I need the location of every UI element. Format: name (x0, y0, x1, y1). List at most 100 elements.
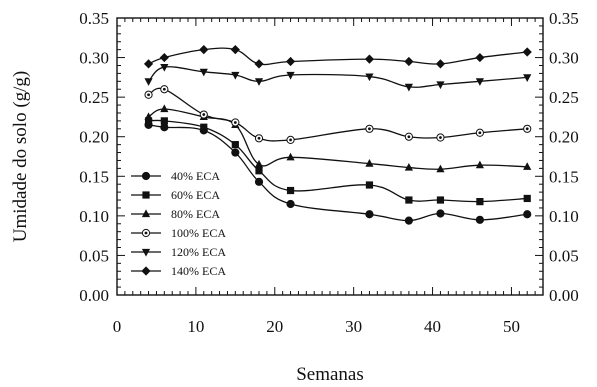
legend-label: 60% ECA (171, 188, 220, 202)
series-1 (144, 120, 532, 225)
data-point (286, 71, 295, 80)
y-tick-label-right: 0.35 (549, 9, 579, 28)
legend-entry: 140% ECA (131, 264, 226, 278)
y-tick-label-right: 0.25 (549, 88, 579, 107)
data-point-dot (202, 113, 206, 116)
x-axis-title: Semanas (296, 364, 364, 385)
y-tick-label-right: 0.20 (549, 128, 579, 147)
series-4 (144, 85, 532, 144)
data-point (159, 52, 169, 63)
data-point (476, 198, 484, 206)
legend-entry: 60% ECA (131, 188, 220, 202)
data-point (404, 216, 413, 225)
legend-marker (141, 248, 151, 257)
data-point-dot (162, 87, 166, 91)
data-point (200, 123, 208, 131)
data-point (160, 123, 169, 132)
data-point-dot (368, 127, 371, 131)
data-point (144, 112, 153, 121)
data-point (143, 59, 154, 69)
y-tick-label-left: 0.35 (79, 9, 109, 28)
data-point (254, 59, 264, 69)
series-6 (143, 45, 532, 69)
data-point (160, 63, 169, 72)
data-point (199, 110, 208, 119)
data-point (436, 196, 445, 204)
data-point (436, 133, 445, 142)
data-point (144, 78, 153, 86)
y-tick-label-left: 0.25 (79, 88, 109, 107)
data-point (144, 90, 153, 99)
data-point (254, 134, 264, 143)
y-tick-label-right: 0.30 (549, 49, 579, 68)
data-point (435, 59, 446, 69)
series-2 (144, 117, 531, 206)
legend-marker (141, 228, 151, 238)
legend-marker-dot (144, 231, 148, 235)
data-point (255, 167, 263, 175)
data-point-dot (407, 135, 411, 139)
data-point-dot (257, 136, 261, 140)
data-point (231, 141, 239, 149)
y-tick-label-right: 0.00 (549, 286, 579, 305)
data-point (254, 177, 264, 186)
legend-entry: 100% ECA (131, 226, 226, 240)
data-point (286, 186, 295, 195)
data-point (230, 45, 240, 55)
data-point (144, 117, 153, 125)
data-point-dot (525, 127, 529, 131)
y-tick-label-left: 0.00 (79, 286, 109, 305)
y-tick-label-right: 0.15 (549, 167, 579, 186)
data-point (404, 56, 414, 67)
legend-label: 100% ECA (171, 226, 226, 240)
data-point (365, 159, 374, 167)
y-tick-label-left: 0.15 (79, 167, 109, 186)
legend-label: 120% ECA (171, 245, 226, 259)
series-5 (144, 63, 532, 92)
legend-marker (141, 209, 151, 218)
data-point (475, 52, 485, 63)
data-point (285, 56, 296, 67)
data-point (404, 132, 413, 141)
data-point (523, 124, 532, 133)
data-point (254, 78, 264, 86)
y-tick-label-left: 0.05 (79, 246, 109, 265)
data-point (231, 148, 240, 157)
legend-entry: 120% ECA (131, 245, 226, 259)
data-point (365, 73, 374, 82)
data-point (404, 83, 413, 92)
legend-label: 140% ECA (171, 264, 226, 278)
data-point (436, 164, 445, 173)
data-point (160, 85, 169, 94)
legend-label: 80% ECA (171, 207, 220, 221)
data-point (286, 152, 295, 161)
data-point (475, 215, 484, 224)
data-point (436, 81, 445, 90)
y-tick-label-left: 0.10 (79, 207, 109, 226)
data-point (231, 118, 240, 127)
data-point (160, 104, 169, 113)
x-tick-label: 50 (503, 317, 520, 336)
data-point (199, 45, 209, 55)
x-tick-label: 20 (266, 317, 283, 336)
data-point (365, 124, 374, 133)
data-point-dot (147, 93, 150, 97)
data-point (231, 71, 240, 80)
data-point (365, 210, 374, 219)
data-point (365, 181, 374, 189)
data-point (199, 68, 208, 77)
x-tick-label: 10 (187, 317, 204, 336)
data-point-dot (439, 136, 442, 139)
legend-marker (142, 191, 150, 199)
data-point (523, 194, 531, 203)
legend-label: 40% ECA (171, 169, 220, 183)
data-point (522, 47, 532, 57)
data-point (475, 160, 484, 169)
y-tick-label-right: 0.10 (549, 207, 579, 226)
data-point (286, 135, 295, 144)
data-point-dot (233, 121, 237, 124)
data-point-dot (289, 138, 292, 142)
data-point (475, 128, 484, 137)
